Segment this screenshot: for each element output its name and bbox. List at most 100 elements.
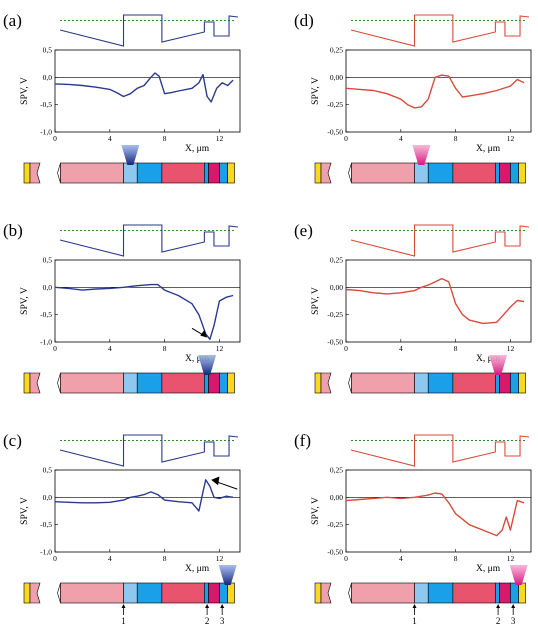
layer-segment <box>414 582 429 604</box>
marker-label: 1 <box>121 616 126 626</box>
y-tick-label: 0,00 <box>330 73 343 82</box>
layer-segment <box>219 582 228 604</box>
band-diagram-line <box>59 14 239 47</box>
x-tick-label: 12 <box>216 344 224 353</box>
layer-segment <box>499 162 511 184</box>
marker-arrowhead <box>412 604 417 608</box>
beam-spot <box>218 565 237 585</box>
x-tick-label: 8 <box>454 344 458 353</box>
x-tick-label: 0 <box>344 344 348 353</box>
panel-b: (b) 0,5 0,0 -0,5 -1,00 4 8 12 X, μm SPV, V <box>3 221 241 394</box>
layer-segment <box>351 162 415 184</box>
x-tick-label: 4 <box>108 344 112 353</box>
beam-spot <box>198 355 217 375</box>
y-tick-label: -0,5 <box>40 310 52 319</box>
panel-label: (c) <box>3 431 22 450</box>
x-tick-label: 8 <box>454 554 458 563</box>
panel-label: (d) <box>294 11 314 30</box>
annotation-arrowhead <box>211 476 220 486</box>
x-tick-label: 8 <box>454 134 458 143</box>
marker-label: 3 <box>511 616 516 626</box>
layer-segment <box>208 582 220 604</box>
layer-segment <box>123 372 138 394</box>
y-tick-label: -0,50 <box>327 128 343 137</box>
y-tick-label: -0,25 <box>327 100 343 109</box>
beam-spot <box>489 355 508 375</box>
break-mark <box>348 162 352 184</box>
layer-segment <box>60 372 124 394</box>
layer-segment <box>414 372 429 394</box>
y-tick-label: 0,5 <box>43 46 53 55</box>
layer-segment <box>219 162 228 184</box>
x-tick-label: 12 <box>507 344 515 353</box>
spv-curve <box>345 74 525 109</box>
y-axis-label: SPV, V <box>311 497 321 525</box>
contact-left <box>23 582 31 604</box>
plot-frame <box>345 259 532 343</box>
layer-segment <box>518 162 526 184</box>
layer-segment <box>499 372 511 394</box>
y-tick-label: -1,0 <box>40 128 52 137</box>
break-mark <box>57 372 61 394</box>
layer-segment <box>452 372 496 394</box>
panel-a: (a) 0,5 0,0 -0,5 -1,00 4 8 12 X, μm SPV, V <box>3 11 241 184</box>
panel-label: (a) <box>3 11 22 30</box>
break-mark <box>348 582 352 604</box>
x-tick-label: 4 <box>108 554 112 563</box>
band-diagram-line <box>59 434 239 467</box>
x-axis-label: X, μm <box>185 144 210 154</box>
x-tick-label: 8 <box>163 554 167 563</box>
layer-segment <box>427 582 454 604</box>
layer-segment <box>208 372 220 394</box>
x-axis-label: X, μm <box>185 564 210 574</box>
contact-left <box>314 582 322 604</box>
marker-arrowhead <box>511 604 516 608</box>
band-diagram-line <box>350 224 530 257</box>
y-tick-label: 0,00 <box>330 283 343 292</box>
x-axis-label: X, μm <box>185 354 210 364</box>
x-tick-label: 12 <box>216 134 224 143</box>
substrate-stub <box>29 372 41 394</box>
x-tick-label: 8 <box>163 134 167 143</box>
layer-segment <box>60 582 124 604</box>
y-axis-label: SPV, V <box>311 287 321 315</box>
x-tick-label: 0 <box>53 554 57 563</box>
layer-segment <box>499 582 511 604</box>
layer-segment <box>495 372 500 394</box>
layer-segment <box>518 582 526 604</box>
panel-label: (f) <box>294 431 311 450</box>
marker-arrowhead <box>220 604 225 608</box>
layer-segment <box>204 162 209 184</box>
contact-left <box>23 372 31 394</box>
substrate-stub <box>320 582 332 604</box>
contact-left <box>23 162 31 184</box>
marker-arrowhead <box>121 604 126 608</box>
x-axis-label: X, μm <box>476 354 501 364</box>
contact-left <box>314 162 322 184</box>
plot-frame <box>54 49 241 133</box>
y-tick-label: -0,5 <box>40 100 52 109</box>
layer-segment <box>161 582 205 604</box>
x-tick-label: 4 <box>399 134 403 143</box>
panel-label: (b) <box>3 221 23 240</box>
substrate-stub <box>320 372 332 394</box>
x-tick-label: 0 <box>344 134 348 143</box>
layer-segment <box>204 372 209 394</box>
x-tick-label: 4 <box>399 554 403 563</box>
break-mark <box>348 372 352 394</box>
x-tick-label: 4 <box>108 134 112 143</box>
layer-segment <box>495 162 500 184</box>
layer-segment <box>351 372 415 394</box>
plot-frame <box>54 259 241 343</box>
y-axis-label: SPV, V <box>20 77 30 105</box>
plot-frame <box>345 49 532 133</box>
layer-segment <box>414 162 429 184</box>
layer-segment <box>427 372 454 394</box>
layer-segment <box>136 582 163 604</box>
y-tick-label: 0,5 <box>43 466 53 475</box>
y-tick-label: 0,00 <box>330 493 343 502</box>
beam-spot <box>509 565 528 585</box>
spv-curve <box>54 283 234 341</box>
layer-segment <box>227 372 235 394</box>
